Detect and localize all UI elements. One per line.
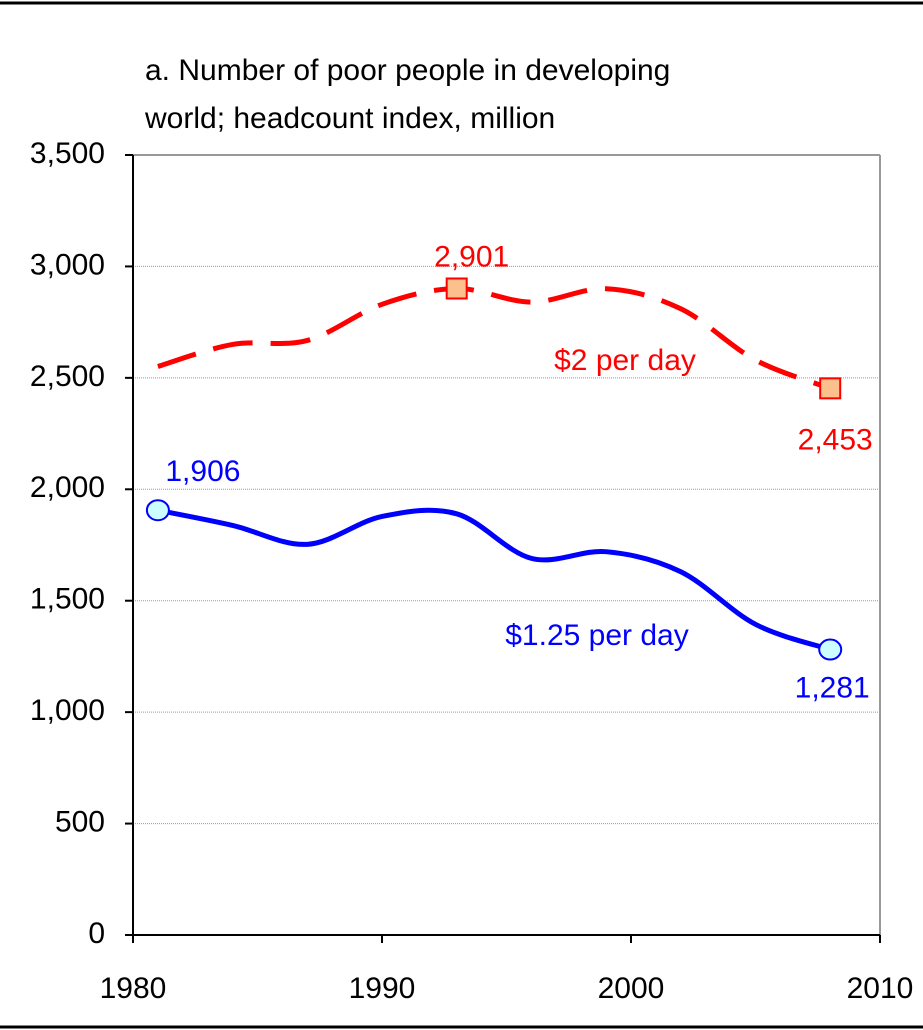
x-tick-label: 2010 bbox=[847, 972, 914, 1005]
x-tick-label: 1980 bbox=[100, 972, 167, 1005]
x-tick-label: 2000 bbox=[598, 972, 665, 1005]
data-label: 1,906 bbox=[165, 455, 240, 488]
y-tick-label: 3,000 bbox=[30, 248, 105, 281]
marker bbox=[819, 377, 842, 400]
chart-title: world; headcount index, million bbox=[144, 102, 555, 135]
marker bbox=[818, 638, 843, 661]
y-tick-label: 1,500 bbox=[30, 583, 105, 616]
data-label: 2,901 bbox=[434, 240, 509, 273]
series-label: $1.25 per day bbox=[505, 619, 688, 652]
marker bbox=[445, 277, 468, 300]
y-tick-label: 2,000 bbox=[30, 471, 105, 504]
data-label: 1,281 bbox=[795, 671, 870, 704]
y-tick-label: 1,000 bbox=[30, 694, 105, 727]
x-tick-label: 1990 bbox=[349, 972, 416, 1005]
data-label: 2,453 bbox=[798, 423, 873, 456]
series-line bbox=[157, 507, 831, 652]
series-label: $2 per day bbox=[554, 344, 696, 377]
series-line bbox=[157, 285, 832, 391]
y-tick-label: 2,500 bbox=[30, 360, 105, 393]
marker bbox=[145, 499, 170, 522]
y-tick-label: 500 bbox=[55, 805, 105, 838]
chart-title: a. Number of poor people in developing bbox=[145, 54, 670, 87]
y-tick-label: 3,500 bbox=[30, 137, 105, 170]
y-tick-label: 0 bbox=[88, 917, 105, 950]
